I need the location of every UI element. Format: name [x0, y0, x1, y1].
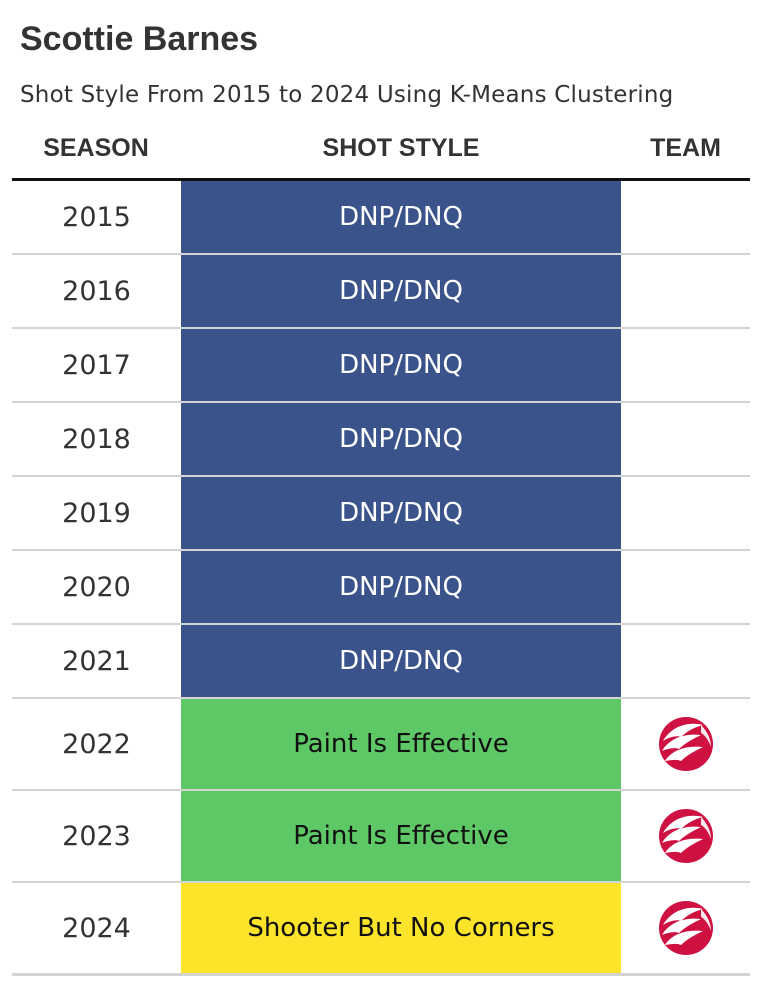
team-cell: [621, 791, 750, 881]
season-cell: 2016: [62, 275, 131, 307]
table-row: 2024 Shooter But No Corners: [12, 883, 750, 976]
column-header-team: TEAM: [650, 134, 721, 162]
team-cell: [621, 403, 750, 475]
header-divider: [12, 178, 750, 181]
shot-style-cell: Paint Is Effective: [181, 791, 621, 881]
column-header-season: SEASON: [43, 134, 149, 162]
table-row: 2018 DNP/DNQ: [12, 403, 750, 477]
shot-style-cell: DNP/DNQ: [181, 551, 621, 623]
table-row: 2016 DNP/DNQ: [12, 255, 750, 329]
table-row: 2015 DNP/DNQ: [12, 181, 750, 255]
team-cell: [621, 551, 750, 623]
team-cell: [621, 699, 750, 789]
table-row: 2022 Paint Is Effective: [12, 699, 750, 791]
season-cell: 2024: [62, 912, 131, 944]
shot-style-cell: DNP/DNQ: [181, 625, 621, 697]
team-cell: [621, 181, 750, 253]
shot-style-cell: Shooter But No Corners: [181, 883, 621, 973]
team-cell: [621, 255, 750, 327]
table-row: 2020 DNP/DNQ: [12, 551, 750, 625]
season-cell: 2020: [62, 571, 131, 603]
table-row: 2019 DNP/DNQ: [12, 477, 750, 551]
shot-style-cell: DNP/DNQ: [181, 255, 621, 327]
season-cell: 2022: [62, 728, 131, 760]
season-cell: 2015: [62, 201, 131, 233]
shot-style-table: 2015 DNP/DNQ 2016 DNP/DNQ 2017 DNP/DNQ 2018 DNP…: [12, 181, 750, 976]
page-subtitle: Shot Style From 2015 to 2024 Using K-Mea…: [20, 82, 674, 108]
raptors-logo-icon: [657, 899, 715, 957]
team-cell: [621, 329, 750, 401]
shot-style-cell: DNP/DNQ: [181, 181, 621, 253]
shot-style-cell: DNP/DNQ: [181, 329, 621, 401]
shot-style-cell: DNP/DNQ: [181, 403, 621, 475]
table-row: 2017 DNP/DNQ: [12, 329, 750, 403]
team-cell: [621, 625, 750, 697]
season-cell: 2023: [62, 820, 131, 852]
shot-style-cell: DNP/DNQ: [181, 477, 621, 549]
season-cell: 2021: [62, 645, 131, 677]
shot-style-cell: Paint Is Effective: [181, 699, 621, 789]
team-cell: [621, 477, 750, 549]
raptors-logo-icon: [657, 807, 715, 865]
season-cell: 2019: [62, 497, 131, 529]
table-row: 2021 DNP/DNQ: [12, 625, 750, 699]
season-cell: 2017: [62, 349, 131, 381]
column-header-shot-style: SHOT STYLE: [322, 134, 480, 162]
season-cell: 2018: [62, 423, 131, 455]
table-row: 2023 Paint Is Effective: [12, 791, 750, 883]
team-cell: [621, 883, 750, 973]
raptors-logo-icon: [657, 715, 715, 773]
page-title: Scottie Barnes: [20, 20, 259, 58]
